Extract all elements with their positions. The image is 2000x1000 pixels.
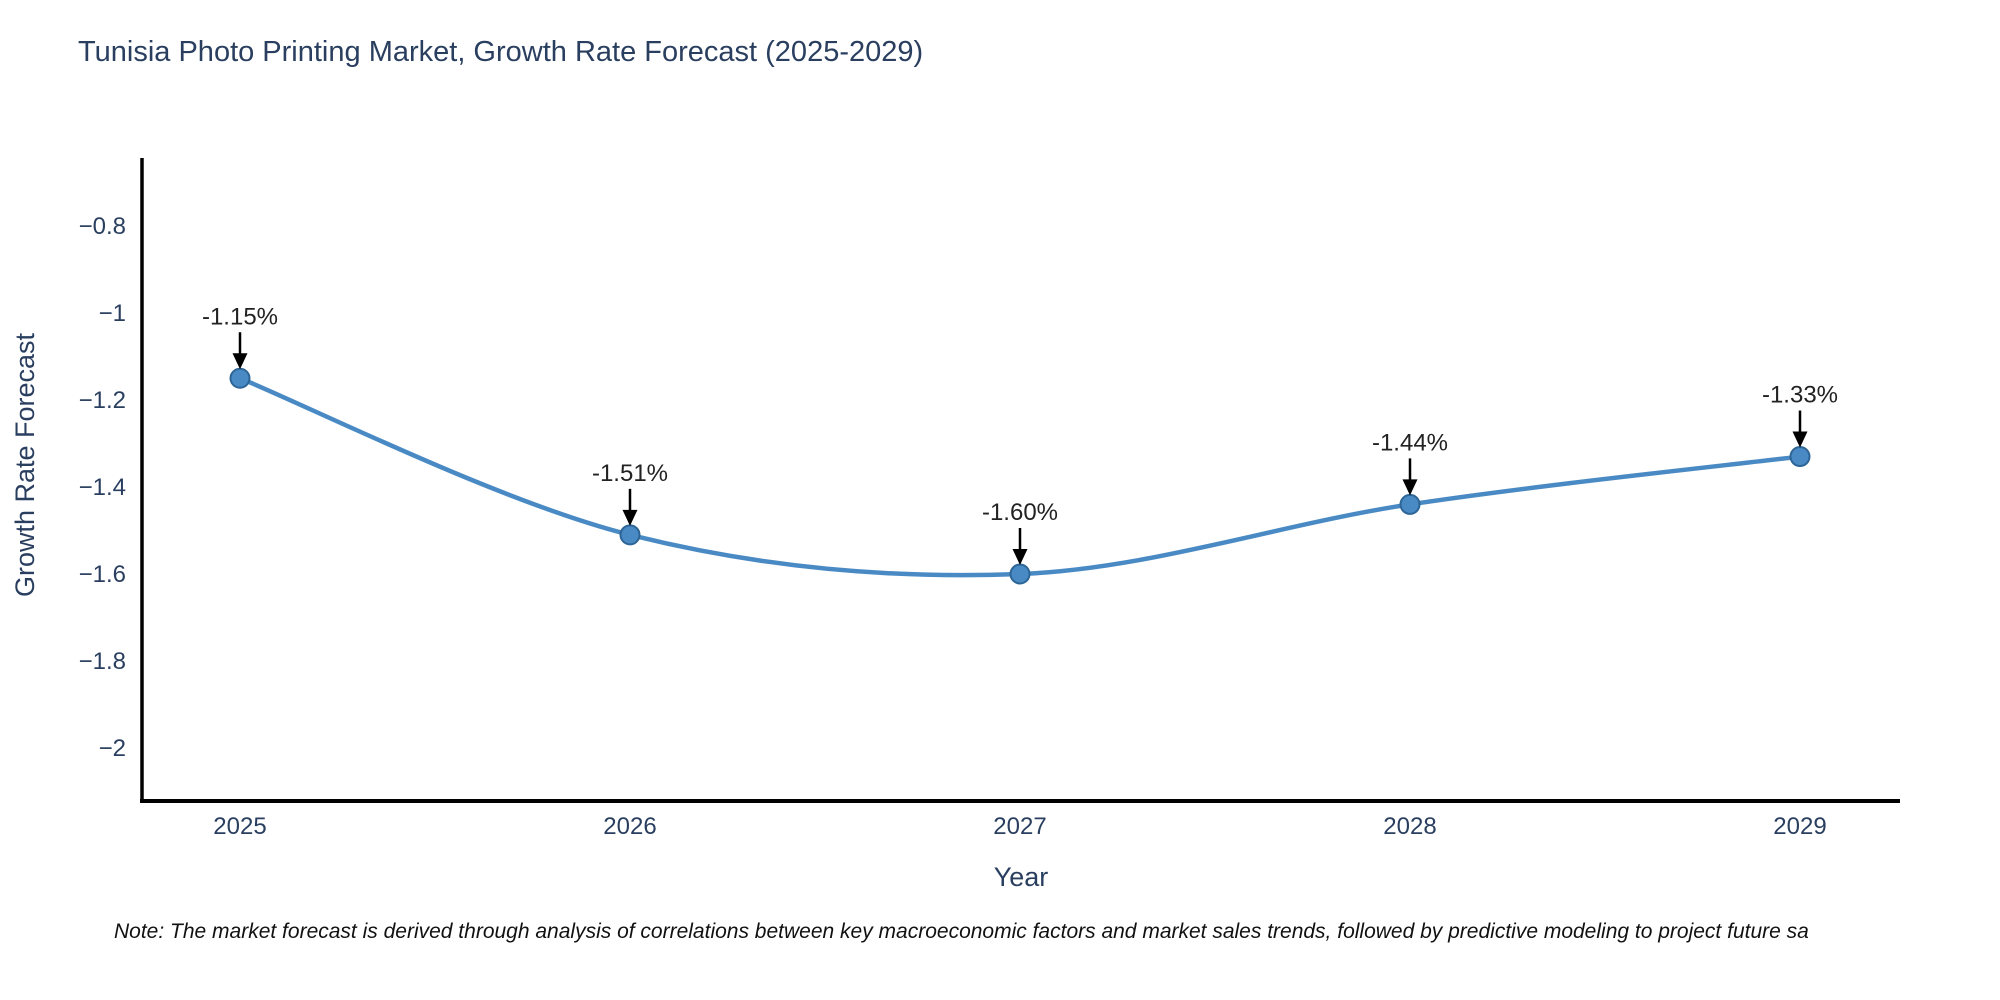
- x-axis-title: Year: [993, 862, 1049, 892]
- y-tick-label: −1: [99, 300, 126, 327]
- chart-title: Tunisia Photo Printing Market, Growth Ra…: [78, 36, 924, 68]
- y-tick-label: −0.8: [79, 213, 126, 240]
- y-tick-label: −1.6: [79, 561, 126, 588]
- data-label-2029: -1.33%: [1762, 382, 1838, 409]
- y-tick-label: −1.4: [79, 474, 126, 501]
- annotation-arrowhead-icon: [1402, 479, 1418, 496]
- y-tick-label: −1.2: [79, 387, 126, 414]
- data-point-2029[interactable]: [1789, 446, 1811, 468]
- y-tick-label: −1.8: [79, 648, 126, 675]
- data-point-2025[interactable]: [229, 367, 251, 389]
- annotation-arrowhead-icon: [1012, 549, 1028, 565]
- x-tick-label: 2029: [1773, 813, 1826, 840]
- y-tick-label: −2: [99, 735, 126, 762]
- data-point-2026[interactable]: [619, 524, 641, 546]
- footnote: Note: The market forecast is derived thr…: [114, 920, 1809, 943]
- x-tick-label: 2028: [1383, 813, 1436, 840]
- data-label-2025: -1.15%: [202, 303, 278, 330]
- data-label-2028: -1.44%: [1372, 429, 1448, 456]
- annotation-arrowhead-icon: [1792, 431, 1808, 448]
- data-label-2027: -1.60%: [982, 499, 1058, 526]
- x-tick-label: 2027: [993, 813, 1046, 840]
- data-point-2027[interactable]: [1009, 563, 1031, 585]
- data-point-2028[interactable]: [1399, 493, 1421, 515]
- annotation-arrowhead-icon: [232, 353, 248, 370]
- annotation-arrowhead-icon: [622, 509, 638, 526]
- x-tick-label: 2026: [603, 813, 656, 840]
- data-label-2026: -1.51%: [592, 460, 668, 487]
- x-tick-label: 2025: [213, 813, 266, 840]
